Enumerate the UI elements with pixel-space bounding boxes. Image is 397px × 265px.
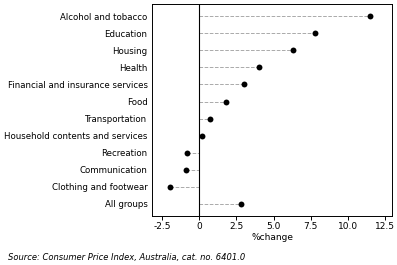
X-axis label: %change: %change bbox=[251, 233, 293, 242]
Text: Source: Consumer Price Index, Australia, cat. no. 6401.0: Source: Consumer Price Index, Australia,… bbox=[8, 253, 245, 262]
Point bbox=[206, 117, 213, 121]
Point bbox=[166, 185, 173, 189]
Point bbox=[184, 151, 191, 155]
Point bbox=[238, 202, 244, 206]
Point bbox=[290, 48, 296, 52]
Point bbox=[256, 65, 262, 69]
Point bbox=[241, 82, 247, 87]
Point bbox=[367, 14, 373, 18]
Point bbox=[312, 31, 318, 35]
Point bbox=[223, 99, 229, 104]
Point bbox=[183, 168, 189, 172]
Point bbox=[199, 134, 205, 138]
